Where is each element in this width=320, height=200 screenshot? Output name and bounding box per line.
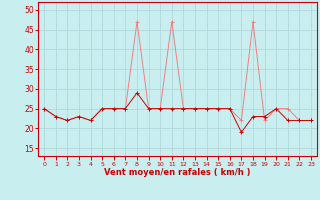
X-axis label: Vent moyen/en rafales ( km/h ): Vent moyen/en rafales ( km/h ): [104, 168, 251, 177]
